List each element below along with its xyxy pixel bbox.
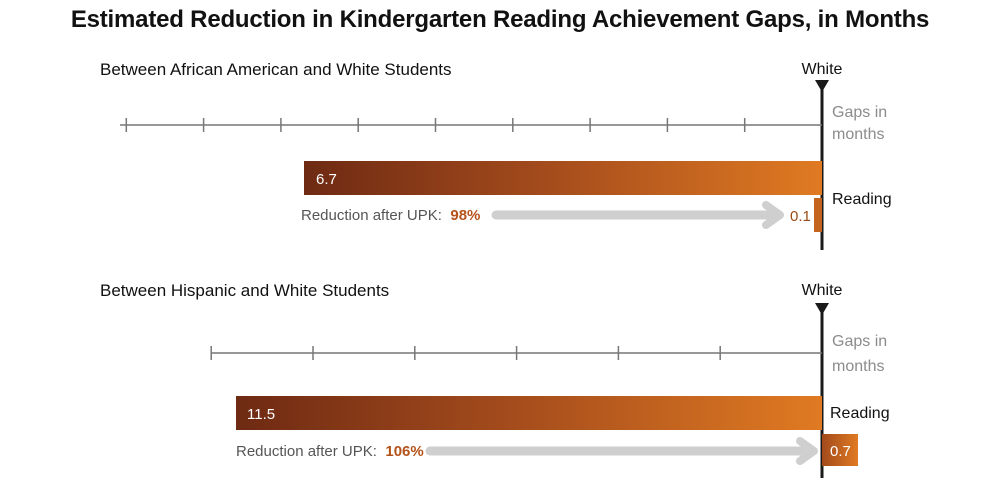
panel-title: Between Hispanic and White Students bbox=[100, 281, 389, 300]
category-label: Reading bbox=[832, 191, 892, 208]
bar-before bbox=[236, 396, 822, 430]
arrow-icon bbox=[491, 201, 784, 229]
bar-before-label: 11.5 bbox=[247, 406, 275, 423]
axis-label-line1: Gaps in bbox=[832, 104, 887, 121]
bar-after-label: 0.1 bbox=[790, 208, 811, 225]
reference-marker-icon bbox=[815, 303, 829, 315]
category-label: Reading bbox=[830, 405, 890, 422]
panel-hispanic: Between Hispanic and White Students Whit… bbox=[100, 281, 890, 478]
reduction-text: Reduction after UPK: 98% bbox=[301, 207, 480, 224]
bar-after bbox=[814, 198, 822, 232]
axis bbox=[210, 346, 822, 360]
bar-after-label: 0.7 bbox=[830, 443, 851, 460]
reduction-percent: 98% bbox=[450, 207, 480, 224]
chart-title: Estimated Reduction in Kindergarten Read… bbox=[70, 6, 930, 33]
bar-after bbox=[822, 434, 858, 466]
axis-ticks bbox=[210, 346, 721, 360]
bar-before bbox=[304, 161, 822, 195]
arrow-icon bbox=[425, 437, 818, 465]
axis bbox=[120, 118, 822, 132]
axis-label-line2: months bbox=[832, 126, 884, 143]
axis-label-line1: Gaps in bbox=[832, 333, 887, 350]
axis-label-line2: months bbox=[832, 358, 884, 375]
reduction-percent: 106% bbox=[385, 443, 423, 460]
bar-before-label: 6.7 bbox=[316, 171, 337, 188]
panel-african-american: Between African American and White Stude… bbox=[100, 60, 892, 250]
reduction-text: Reduction after UPK: 106% bbox=[236, 443, 424, 460]
reduction-label: Reduction after UPK: bbox=[236, 443, 377, 460]
reference-label-white: White bbox=[802, 61, 843, 78]
axis-ticks bbox=[125, 118, 746, 132]
panel-title: Between African American and White Stude… bbox=[100, 60, 452, 79]
reduction-label: Reduction after UPK: bbox=[301, 207, 442, 224]
reference-marker-icon bbox=[815, 80, 829, 92]
reference-label-white: White bbox=[802, 282, 843, 299]
